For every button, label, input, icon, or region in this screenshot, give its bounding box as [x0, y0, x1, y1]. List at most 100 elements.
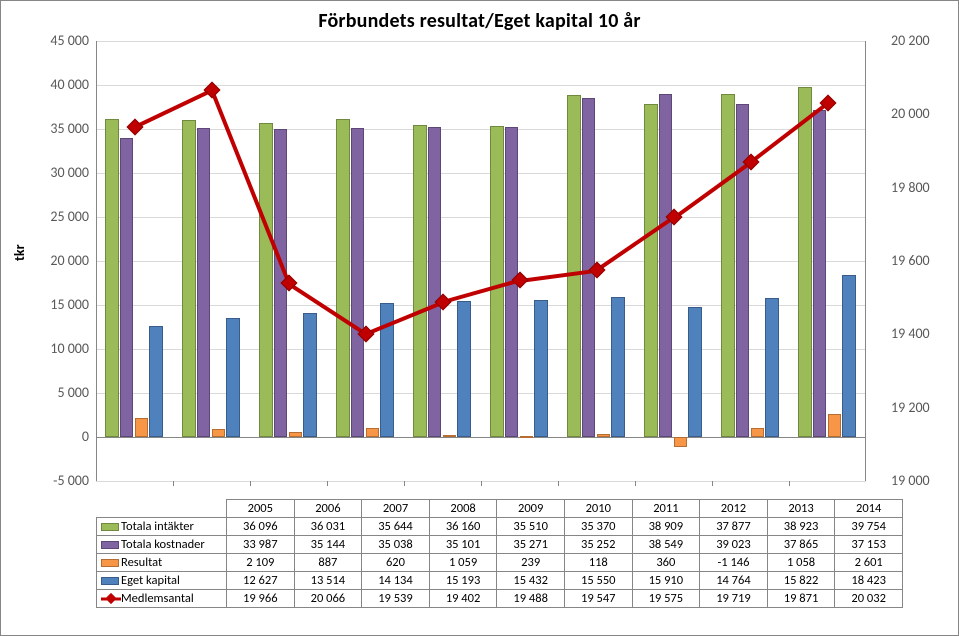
y2-tick: 20 000: [891, 105, 946, 122]
legend-swatch: [101, 541, 119, 549]
table-cell: 19 871: [767, 590, 835, 608]
table-cell: 14 134: [362, 572, 430, 590]
line-segment: [134, 89, 213, 129]
series-name: Totala intäkter: [121, 519, 194, 534]
table-row: Totala kostnader33 98735 14435 03835 101…: [97, 536, 903, 554]
table-cell: 118: [564, 554, 632, 572]
table-cell: 15 550: [564, 572, 632, 590]
y1-tick: 35 000: [39, 120, 89, 137]
legend-swatch: [101, 523, 119, 531]
table-year: 2008: [429, 500, 497, 518]
table-cell: 19 402: [429, 590, 497, 608]
table-cell: 38 923: [767, 518, 835, 536]
table-year: 2006: [294, 500, 362, 518]
table-cell: 2 109: [227, 554, 295, 572]
y1-tick: -5 000: [39, 472, 89, 489]
line-marker: [203, 82, 220, 99]
series-name: Medlemsantal: [121, 591, 194, 606]
table-cell: 39 754: [835, 518, 903, 536]
y2-tick: 19 400: [891, 325, 946, 342]
table-row: Resultat2 1098876201 059239118360-1 1461…: [97, 554, 903, 572]
y1-tick: 15 000: [39, 296, 89, 313]
line-segment: [442, 279, 520, 304]
line-segment: [288, 282, 367, 335]
y1-tick: 20 000: [39, 252, 89, 269]
table-cell: 19 539: [362, 590, 430, 608]
table-cell: 20 032: [835, 590, 903, 608]
table-year: 2005: [227, 500, 295, 518]
table-cell: 15 910: [632, 572, 700, 590]
table-cell: 19 575: [632, 590, 700, 608]
legend-swatch: [101, 559, 119, 567]
line-segment: [749, 101, 828, 163]
table-cell: 19 488: [497, 590, 565, 608]
y1-tick: 10 000: [39, 340, 89, 357]
table-cell: 15 193: [429, 572, 497, 590]
series-name: Eget kapital: [121, 573, 180, 588]
table-cell: 38 909: [632, 518, 700, 536]
line-segment: [596, 216, 675, 272]
chart-container: Förbundets resultat/Eget kapital 10 år t…: [0, 0, 959, 636]
table-cell: 37 153: [835, 536, 903, 554]
table-cell: 35 370: [564, 518, 632, 536]
table-row: Totala intäkter36 09636 03135 64436 1603…: [97, 518, 903, 536]
table-cell: -1 146: [700, 554, 768, 572]
chart-title: Förbundets resultat/Eget kapital 10 år: [1, 9, 958, 33]
table-cell: 35 644: [362, 518, 430, 536]
table-cell: 35 510: [497, 518, 565, 536]
data-table: 2005200620072008200920102011201220132014…: [96, 499, 903, 608]
legend-swatch: [101, 577, 119, 585]
y1-tick: 30 000: [39, 164, 89, 181]
table-cell: 19 719: [700, 590, 768, 608]
y1-tick: 45 000: [39, 32, 89, 49]
table-year: 2013: [767, 500, 835, 518]
y2-tick: 19 000: [891, 472, 946, 489]
line-segment: [519, 268, 596, 282]
table-cell: 1 059: [429, 554, 497, 572]
y2-tick: 19 600: [891, 252, 946, 269]
table-cell: 887: [294, 554, 362, 572]
line-segment: [210, 89, 290, 284]
table-cell: 1 058: [767, 554, 835, 572]
line-marker: [511, 272, 528, 289]
table-cell: 14 764: [700, 572, 768, 590]
table-year: 2010: [564, 500, 632, 518]
table-cell: 13 514: [294, 572, 362, 590]
data-table-wrap: 2005200620072008200920102011201220132014…: [96, 499, 903, 608]
table-row: Eget kapital12 62713 51414 13415 19315 4…: [97, 572, 903, 590]
table-cell: 15 432: [497, 572, 565, 590]
table-cell: 35 038: [362, 536, 430, 554]
table-year: 2009: [497, 500, 565, 518]
line-segment: [672, 160, 751, 219]
line-marker: [434, 294, 451, 311]
table-cell: 36 096: [227, 518, 295, 536]
plot-area: [96, 41, 866, 481]
table-cell: 18 423: [835, 572, 903, 590]
table-cell: 37 877: [700, 518, 768, 536]
table-cell: 35 252: [564, 536, 632, 554]
table-year: 2014: [835, 500, 903, 518]
table-cell: 35 101: [429, 536, 497, 554]
table-year: 2011: [632, 500, 700, 518]
table-cell: 19 966: [227, 590, 295, 608]
table-cell: 38 549: [632, 536, 700, 554]
table-cell: 360: [632, 554, 700, 572]
table-cell: 239: [497, 554, 565, 572]
table-cell: 20 066: [294, 590, 362, 608]
table-year: 2012: [700, 500, 768, 518]
line-layer: [96, 41, 866, 481]
table-cell: 39 023: [700, 536, 768, 554]
legend-swatch: [101, 597, 121, 600]
y1-axis-title: tkr: [11, 244, 28, 261]
table-cell: 15 822: [767, 572, 835, 590]
table-cell: 36 031: [294, 518, 362, 536]
table-cell: 36 160: [429, 518, 497, 536]
y2-tick: 19 800: [891, 179, 946, 196]
table-cell: 33 987: [227, 536, 295, 554]
series-name: Totala kostnader: [121, 537, 205, 552]
line-segment: [365, 300, 443, 335]
y1-tick: 5 000: [39, 384, 89, 401]
y2-tick: 20 200: [891, 32, 946, 49]
table-cell: 35 271: [497, 536, 565, 554]
table-row: Medlemsantal 19 96620 06619 53919 40219 4…: [97, 590, 903, 608]
